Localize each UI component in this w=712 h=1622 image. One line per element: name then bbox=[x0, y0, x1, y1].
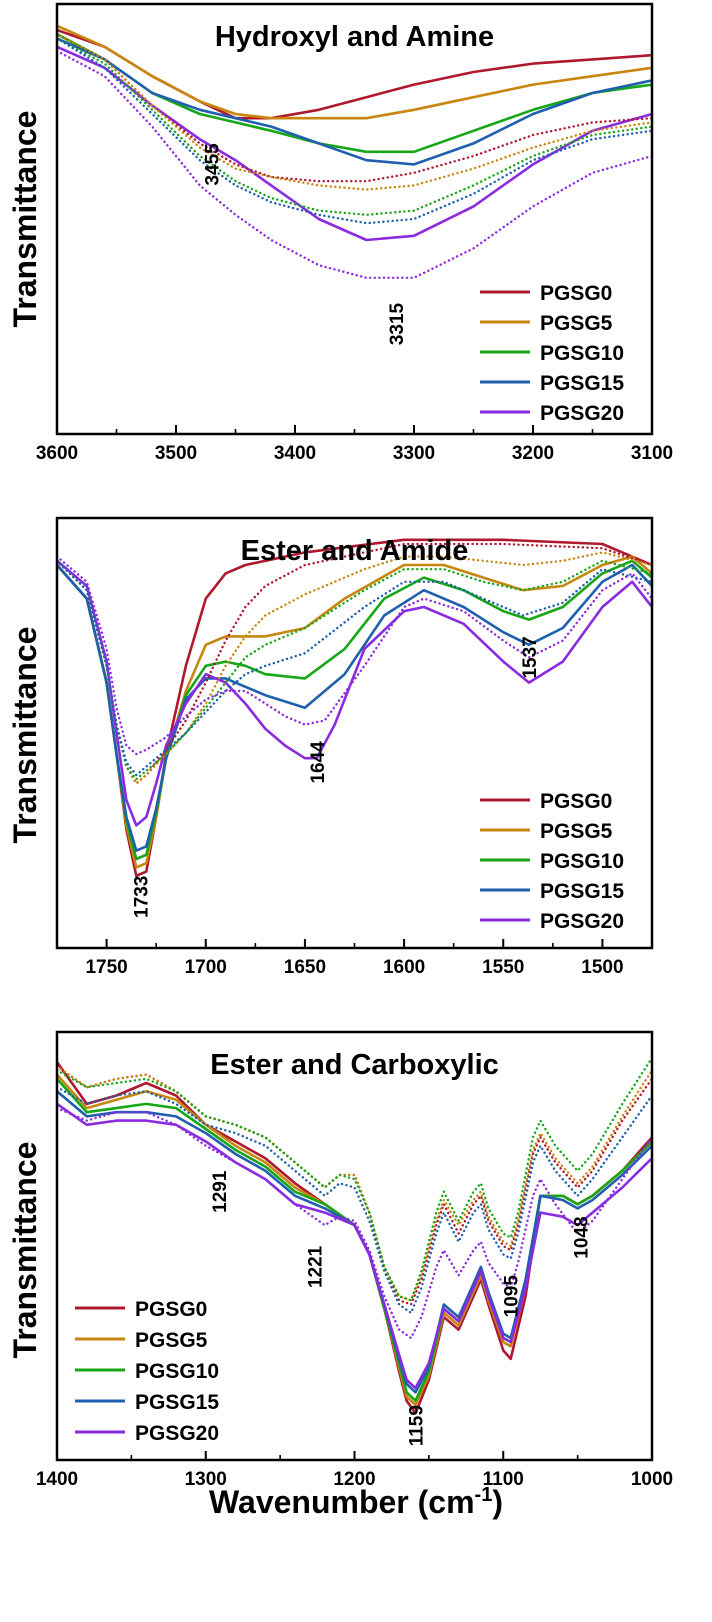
legend-label-pgsg10: PGSG10 bbox=[540, 850, 624, 873]
series-line-pgsg15-solid bbox=[57, 37, 652, 166]
x-tick-label: 1500 bbox=[581, 957, 623, 978]
peak-label-1221: 1221 bbox=[305, 1245, 326, 1288]
x-tick-label: 3400 bbox=[274, 443, 316, 464]
y-axis-label: Transmittance bbox=[7, 1142, 43, 1359]
series-line-pgsg10-dotted bbox=[57, 559, 652, 781]
series-line-pgsg0-dotted bbox=[57, 1065, 652, 1306]
legend-label-pgsg10: PGSG10 bbox=[135, 1360, 219, 1383]
y-axis-label: Transmittance bbox=[7, 111, 43, 328]
peak-label-1291: 1291 bbox=[210, 1170, 231, 1213]
legend-label-pgsg5: PGSG5 bbox=[135, 1329, 208, 1352]
series-line-pgsg15-dotted bbox=[57, 37, 652, 225]
series-line-pgsg10-dotted bbox=[57, 1056, 652, 1302]
legend-label-pgsg0: PGSG0 bbox=[540, 282, 612, 305]
y-axis-label: Transmittance bbox=[7, 627, 43, 844]
legend: PGSG0 PGSG5 PGSG10 PGSG15 PGSG20 bbox=[480, 282, 624, 425]
plot-area bbox=[57, 24, 652, 279]
plot-frame bbox=[55, 2, 654, 436]
chart-title: Ester and Amide bbox=[241, 535, 469, 567]
panel-1: Hydroxyl and Amine Transmittance 3600 3500 3… bbox=[7, 2, 673, 464]
legend-label-pgsg0: PGSG0 bbox=[135, 1298, 207, 1321]
legend-label-pgsg20: PGSG20 bbox=[540, 910, 624, 933]
series-line-pgsg20-dotted bbox=[57, 49, 652, 279]
peak-label-3455: 3455 bbox=[203, 143, 224, 186]
legend-label-pgsg20: PGSG20 bbox=[540, 402, 624, 425]
legend-label-pgsg0: PGSG0 bbox=[540, 790, 612, 813]
x-tick-label: 1300 bbox=[185, 1469, 227, 1490]
x-axis-label: Wavenumber (cm-1) bbox=[209, 1484, 503, 1520]
x-tick-label: 1400 bbox=[36, 1469, 78, 1490]
series-line-pgsg20-solid bbox=[57, 45, 652, 242]
series-line-pgsg15-solid bbox=[57, 1090, 652, 1394]
series-line-pgsg5-dotted bbox=[57, 1065, 652, 1302]
series-line-pgsg20-solid bbox=[57, 559, 652, 827]
x-tick-label: 1700 bbox=[185, 957, 227, 978]
series-line-pgsg0-dotted bbox=[57, 33, 652, 183]
peak-label-1095: 1095 bbox=[502, 1275, 523, 1318]
series-line-pgsg15-solid bbox=[57, 563, 652, 852]
series-line-pgsg5-solid bbox=[57, 1073, 652, 1407]
x-tick-label: 3500 bbox=[155, 443, 197, 464]
peak-label-1048: 1048 bbox=[572, 1216, 593, 1258]
peak-label-1644: 1644 bbox=[308, 741, 329, 784]
legend-label-pgsg5: PGSG5 bbox=[540, 820, 613, 843]
x-tick-label: 1200 bbox=[333, 1469, 375, 1490]
legend-label-pgsg20: PGSG20 bbox=[135, 1422, 219, 1445]
series-line-pgsg10-solid bbox=[57, 1077, 652, 1402]
x-tick-label: 1750 bbox=[85, 957, 127, 978]
panel-2: Ester and Amide Transmittance 1750 1700 1650… bbox=[7, 516, 654, 978]
series-line-pgsg0-dotted bbox=[57, 542, 652, 785]
peak-label-1159: 1159 bbox=[407, 1405, 428, 1446]
legend: PGSG0 PGSG5 PGSG10 PGSG15 PGSG20 bbox=[480, 790, 624, 933]
x-tick-label: 1650 bbox=[284, 957, 326, 978]
series-line-pgsg20-dotted bbox=[57, 1106, 652, 1340]
series-line-pgsg5-solid bbox=[57, 24, 652, 120]
legend-label-pgsg10: PGSG10 bbox=[540, 342, 624, 365]
series-line-pgsg20-solid bbox=[57, 1102, 652, 1390]
x-tick-label: 3600 bbox=[36, 443, 78, 464]
legend-label-pgsg15: PGSG15 bbox=[540, 880, 624, 903]
series-line-pgsg10-dotted bbox=[57, 37, 652, 216]
peak-label-1537: 1537 bbox=[520, 636, 541, 678]
legend-label-pgsg15: PGSG15 bbox=[540, 372, 624, 395]
chart-title: Hydroxyl and Amine bbox=[215, 21, 494, 53]
legend: PGSG0 PGSG5 PGSG10 PGSG15 PGSG20 bbox=[75, 1298, 219, 1445]
x-tick-label: 1000 bbox=[631, 1469, 673, 1490]
peak-label-1733: 1733 bbox=[131, 876, 152, 918]
series-line-pgsg20-dotted bbox=[57, 555, 652, 756]
series-line-pgsg5-dotted bbox=[57, 33, 652, 191]
chart-title: Ester and Carboxylic bbox=[210, 1049, 499, 1081]
x-tick-label: 3300 bbox=[393, 443, 435, 464]
legend-label-pgsg5: PGSG5 bbox=[540, 312, 613, 335]
legend-label-pgsg15: PGSG15 bbox=[135, 1391, 219, 1414]
peak-label-3315: 3315 bbox=[387, 302, 408, 345]
series-line-pgsg15-dotted bbox=[57, 1086, 652, 1315]
panel-3: Ester and Carboxylic Transmittance 1400 130… bbox=[7, 1030, 673, 1490]
plot-area bbox=[57, 1056, 652, 1415]
x-tick-label: 1600 bbox=[383, 957, 425, 978]
plot-area bbox=[57, 538, 652, 878]
x-tick-label: 1550 bbox=[482, 957, 524, 978]
x-tick-label: 3200 bbox=[512, 443, 554, 464]
x-tick-label: 3100 bbox=[631, 443, 673, 464]
x-tick-label: 1100 bbox=[483, 1469, 524, 1490]
